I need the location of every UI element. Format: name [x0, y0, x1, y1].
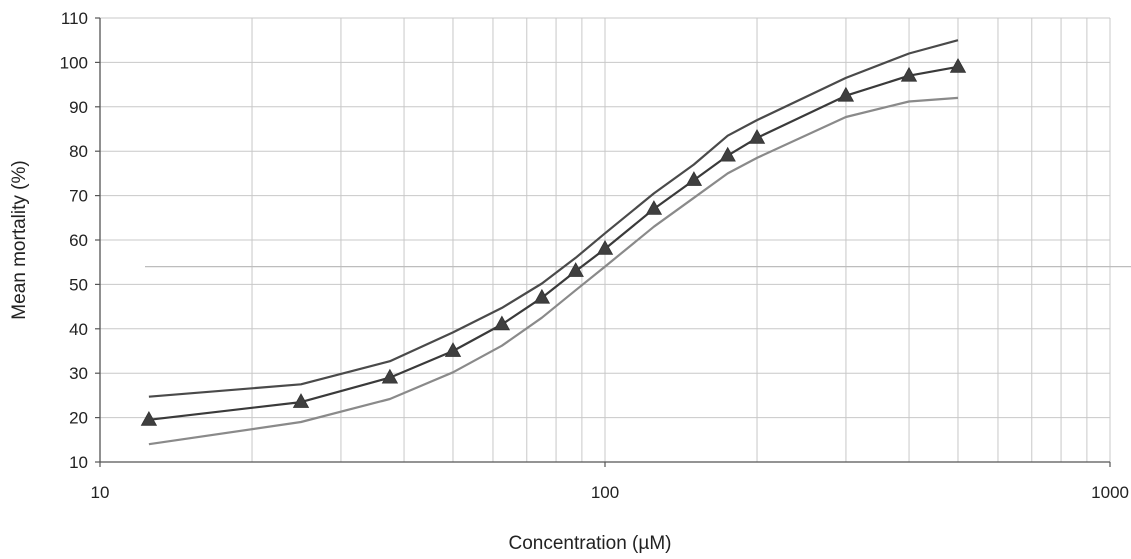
triangle-marker	[493, 315, 511, 331]
x-gridlines	[251, 18, 1111, 462]
series-line	[148, 65, 959, 421]
triangle-marker	[533, 288, 551, 304]
x-tick-label: 10	[91, 483, 110, 502]
triangle-marker	[381, 368, 399, 384]
y-tick-label: 70	[69, 187, 88, 206]
y-tick-label: 60	[69, 231, 88, 250]
axes	[95, 17, 1111, 467]
triangle-marker	[837, 86, 855, 102]
x-axis-title: Concentration (µM)	[508, 533, 671, 554]
y-tick-label: 10	[69, 453, 88, 472]
series-lines	[148, 39, 959, 446]
triangle-marker	[444, 342, 462, 357]
x-tick-labels: 10 100 1000	[91, 483, 1129, 502]
triangle-marker	[596, 239, 614, 255]
y-tick-label: 40	[69, 320, 88, 339]
x-tick-label: 100	[591, 483, 619, 502]
y-tick-label: 20	[69, 409, 88, 428]
triangle-marker	[140, 410, 158, 426]
y-tick-label: 90	[69, 98, 88, 117]
triangle-marker	[748, 128, 766, 144]
y-tick-labels: 10 20 30 40 50 60 70 80 90 100 110	[60, 9, 88, 472]
triangle-marker	[292, 393, 310, 408]
series-line	[148, 96, 959, 446]
triangle-marker	[567, 262, 584, 277]
y-tick-label: 100	[60, 53, 88, 72]
series-line	[148, 39, 959, 398]
triangle-marker	[900, 66, 918, 82]
series-markers	[140, 57, 967, 426]
y-tick-label: 80	[69, 142, 88, 161]
y-tick-label: 30	[69, 364, 88, 383]
triangle-marker	[685, 171, 703, 186]
y-tick-label: 110	[61, 9, 88, 28]
triangle-marker	[645, 200, 663, 215]
y-tick-label: 50	[69, 275, 88, 294]
triangle-marker	[719, 146, 736, 162]
x-tick-label: 1000	[1091, 483, 1129, 502]
y-axis-title: Mean mortality (%)	[9, 160, 30, 319]
triangle-marker	[949, 57, 967, 73]
